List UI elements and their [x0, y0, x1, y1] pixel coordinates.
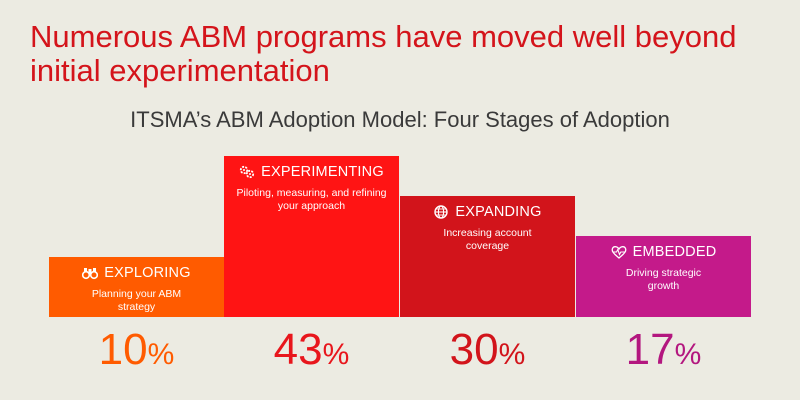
- stage-bar-experimenting: EXPERIMENTING Piloting, measuring, and re…: [224, 156, 399, 317]
- stage-bar-embedded: EMBEDDED Driving strategic growth: [576, 235, 751, 317]
- stage-label: EXPANDING: [455, 203, 542, 220]
- heartbeat-icon: [611, 245, 627, 259]
- stage-heading: EXPLORING: [49, 265, 224, 281]
- globe-icon: [433, 205, 449, 219]
- stage-heading: EMBEDDED: [576, 244, 751, 260]
- stage-label: EMBEDDED: [632, 243, 717, 260]
- stage-bar-exploring: EXPLORING Planning your ABM strategy: [49, 257, 224, 317]
- chart-title: ITSMA’s ABM Adoption Model: Four Stages …: [130, 107, 670, 132]
- stage-heading: EXPANDING: [400, 204, 575, 220]
- stage-percentage: 43%: [273, 325, 350, 374]
- stage-label: EXPLORING: [104, 265, 191, 281]
- stage-heading: EXPERIMENTING: [224, 164, 399, 180]
- gears-icon: [239, 165, 255, 179]
- stage-description: Piloting, measuring, and refining your a…: [236, 187, 387, 212]
- stage-percentage: 10%: [98, 325, 175, 374]
- binoculars-icon: [82, 266, 99, 280]
- stage-percentage: 17%: [625, 325, 702, 374]
- stage-description: Planning your ABM strategy: [91, 288, 182, 313]
- stage-percentage: 30%: [449, 325, 526, 374]
- stage-label: EXPERIMENTING: [261, 164, 384, 180]
- page-title: Numerous ABM programs have moved well be…: [30, 19, 737, 88]
- stage-description: Increasing account coverage: [443, 226, 532, 252]
- stage-description: Driving strategic growth: [625, 266, 702, 292]
- stage-bar-expanding: EXPANDING Increasing account coverage: [400, 195, 575, 317]
